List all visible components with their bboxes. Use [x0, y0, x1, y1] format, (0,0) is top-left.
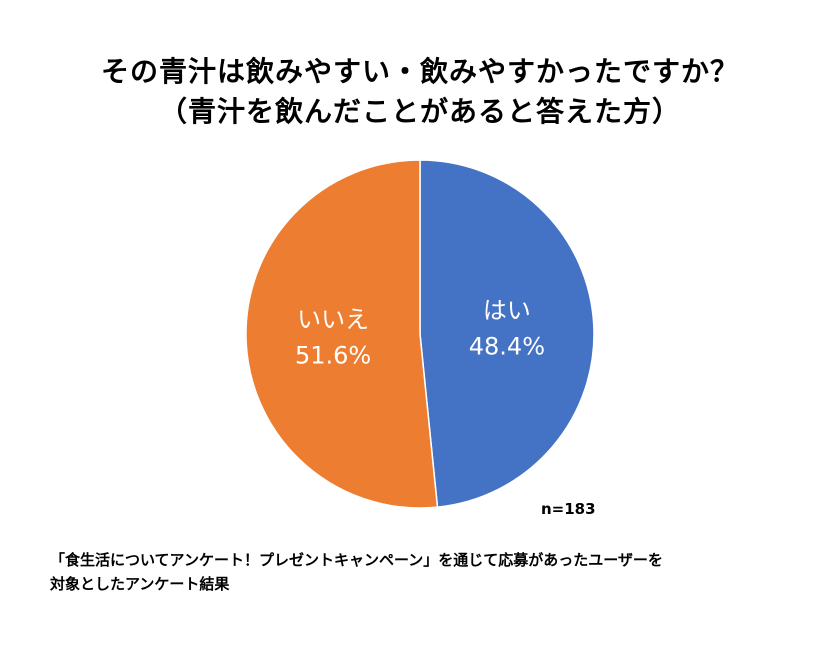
- slice-value-label-1: 51.6%: [295, 341, 371, 369]
- pie-slice-0: [419, 159, 595, 508]
- slice-value-label-0: 48.4%: [469, 333, 545, 361]
- sample-size-note: n=183: [541, 500, 596, 518]
- chart-title: その青汁は飲みやすい・飲みやすかったですか？ （青汁を飲んだことがあると答えた方…: [0, 52, 840, 132]
- survey-footnote: 「食生活についてアンケート！プレゼントキャンペーン」を通じて応募があったユーザー…: [50, 548, 790, 596]
- slice-category-label-0: はい: [483, 297, 531, 325]
- survey-footnote-line-1: 「食生活についてアンケート！プレゼントキャンペーン」を通じて応募があったユーザー…: [50, 551, 663, 569]
- chart-title-line-1: その青汁は飲みやすい・飲みやすかったですか？: [100, 55, 739, 88]
- slice-category-label-1: いいえ: [297, 305, 369, 333]
- chart-title-line-2: （青汁を飲んだことがあると答えた方）: [158, 95, 681, 128]
- pie-slice-1: [245, 159, 439, 509]
- survey-footnote-line-2: 対象としたアンケート結果: [50, 575, 230, 593]
